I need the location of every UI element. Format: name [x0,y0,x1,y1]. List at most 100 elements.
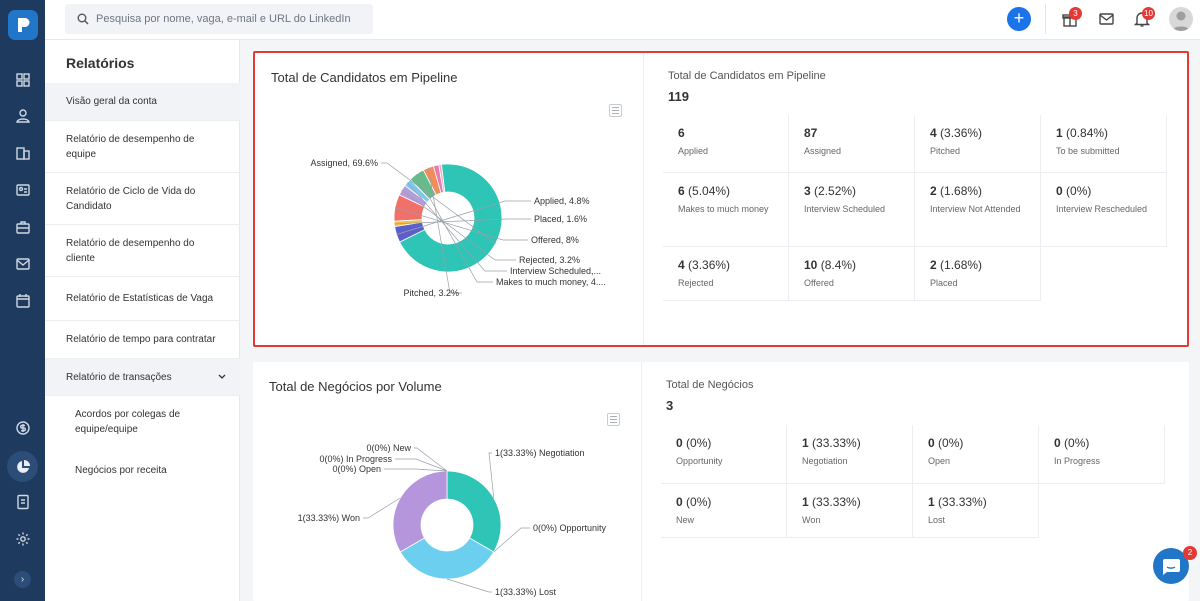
nav-item-job-statistics[interactable]: Relatório de Estatísticas de Vaga [45,277,240,321]
billing-icon[interactable] [12,417,33,438]
slice-label: Assigned, 69.6% [310,158,378,168]
nav-item-account-overview[interactable]: Visão geral da conta [45,83,240,121]
stat-percent: (1.68%) [940,184,983,198]
search-box[interactable] [65,4,373,34]
leader-line [394,218,531,225]
stat-count: 0 [676,436,683,450]
pie-slice-lost[interactable] [399,537,495,580]
stat-percent: (33.33%) [812,495,861,509]
stat-count: 0 [1054,436,1061,450]
slice-label: 1(33.33%) Negotiation [495,448,585,458]
card-divider [643,53,644,345]
stat-label: Interview Not Attended [930,204,1021,214]
pie-slice-assigned[interactable] [399,163,503,273]
nav-item-transactions[interactable]: Relatório de transações [45,359,240,396]
stat-label: Lost [928,515,946,525]
stat-percent: (0%) [686,436,712,450]
search-input[interactable] [96,13,366,25]
mail-icon[interactable] [12,253,33,274]
stat-value: 87 [804,126,914,140]
settings-icon[interactable] [12,528,33,549]
stat-value: 10 (8.4%) [804,258,914,272]
stat-cell: 1 (33.33%) Negotiation [787,425,913,484]
add-button[interactable]: + [1007,7,1031,31]
stat-label: Offered [804,278,834,288]
notifications-badge: 10 [1142,7,1155,20]
leader-line [401,189,516,261]
pie-slice-won[interactable] [392,470,448,553]
stat-percent: (3.36%) [688,258,731,272]
calendar-icon[interactable] [12,290,33,311]
stat-count: 10 [804,258,818,272]
dashboard-icon[interactable] [12,69,33,90]
jobs-icon[interactable] [12,216,33,237]
deals-total: 3 [666,398,674,413]
card-divider [641,362,642,601]
nav-subitem-team-deals[interactable]: Acordos por colegas de equipe/equipe [75,409,181,435]
nav-item-time-to-hire[interactable]: Relatório de tempo para contratar [45,321,240,359]
stat-cell: 0 (0%) New [661,484,787,538]
stat-cell: 0 (0%) In Progress [1039,425,1165,484]
pie-slice-to-be-submitted[interactable] [438,163,446,193]
stat-label: Rejected [678,278,714,288]
stat-label: Interview Rescheduled [1056,204,1148,214]
stat-label: Makes to much money [678,204,769,214]
stat-value: 2 (1.68%) [930,258,1040,272]
stat-percent: (0%) [1066,184,1092,198]
nav-item-client-performance[interactable]: Relatório de desempenho do cliente [45,225,240,277]
candidates-icon[interactable] [12,105,33,126]
stat-value: 0 (0%) [676,436,786,450]
slice-label: 0(0%) Open [332,464,381,474]
slice-label: 0(0%) New [366,443,411,453]
stat-count: 4 [678,258,685,272]
stat-value: 6 (5.04%) [678,184,788,198]
stat-percent: (1.68%) [940,258,983,272]
contacts-icon[interactable] [12,179,33,200]
invoice-icon[interactable] [12,491,33,512]
app-logo[interactable] [8,10,38,40]
stat-percent: (0%) [1064,436,1090,450]
topbar-divider [1045,4,1046,34]
stat-cell: 4 (3.36%) Rejected [663,247,789,301]
companies-icon[interactable] [12,142,33,163]
chart-menu-icon[interactable] [609,104,622,117]
nav-item-team-performance[interactable]: Relatório de desempenho de equipe [45,121,240,173]
stat-value: 4 (3.36%) [678,258,788,272]
reports-active-bg [7,451,38,482]
messages-icon[interactable] [1098,10,1116,28]
expand-sidebar-icon[interactable]: › [14,571,31,588]
stat-count: 2 [930,184,937,198]
chart-menu-icon[interactable] [607,413,620,426]
stat-percent: (33.33%) [938,495,987,509]
deals-donut-chart: 1(33.33%) Negotiation 0(0%) Opportunity 1(… [298,443,607,597]
stat-value: 1 (33.33%) [802,436,912,450]
nav-item-candidate-lifecycle[interactable]: Relatório de Ciclo de Vida do Candidato [45,173,240,225]
chat-badge: 2 [1183,546,1197,560]
leader-line [394,207,528,241]
stat-cell: 2 (1.68%) Placed [915,247,1041,301]
pie-slice-negotiation[interactable] [446,470,502,553]
leader-line [427,167,462,294]
stat-label: Assigned [804,146,842,156]
reports-icon[interactable] [12,456,33,477]
stat-cell: 0 (0%) Opportunity [661,425,787,484]
nav-subitem-deals-by-revenue[interactable]: Negócios por receita [75,464,167,476]
stat-label: Open [928,456,951,466]
slice-label: Pitched, 3.2% [403,288,459,298]
stat-count: 4 [930,126,937,140]
stat-cell: 0 (0%) Open [913,425,1039,484]
pipeline-summary-title: Total de Candidatos em Pipeline [668,70,826,82]
avatar[interactable] [1169,7,1193,31]
deals-card: Total de Negócios por Volume 1(33.33%) N… [253,362,1189,601]
reports-sidebar: Relatórios Visão geral da conta Relatóri… [45,40,240,601]
stat-count: 6 [678,184,685,198]
slice-label: Offered, 8% [531,235,579,245]
stat-label: Placed [930,278,958,288]
chat-icon [1163,559,1180,575]
stat-percent: (5.04%) [688,184,731,198]
stat-cell: 3 (2.52%) Interview Scheduled [789,173,915,247]
stat-count: 1 [802,495,809,509]
stat-label: Pitched [930,146,961,156]
stat-value: 3 (2.52%) [804,184,914,198]
stat-cell: 1 (33.33%) Won [787,484,913,538]
